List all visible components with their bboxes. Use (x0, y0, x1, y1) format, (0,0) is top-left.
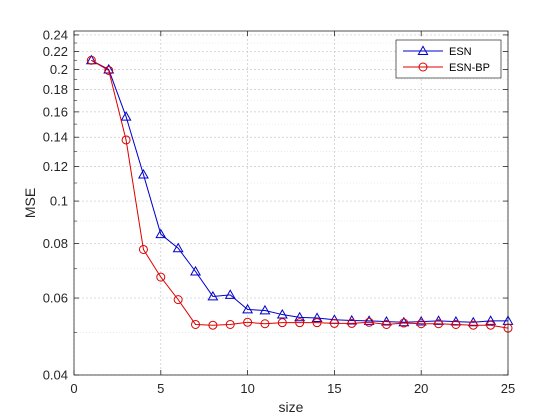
data-point-esn-bp (156, 272, 166, 282)
data-point-esn (137, 168, 149, 179)
x-tick-label: 15 (327, 381, 341, 396)
data-point-esn (363, 315, 375, 325)
data-point-esn-bp (381, 319, 391, 329)
data-point-esn-bp (364, 317, 374, 327)
y-tick-label: 0.16 (43, 104, 68, 119)
data-point-esn-bp (451, 319, 461, 329)
x-axis-label: size (279, 399, 304, 415)
data-point-esn (85, 54, 97, 65)
data-point-esn (242, 303, 254, 314)
data-point-esn (207, 290, 219, 301)
legend: ESN ESN-BP (395, 39, 502, 79)
data-point-esn (311, 312, 323, 322)
y-axis-label: MSE (22, 188, 38, 218)
data-point-esn (224, 289, 236, 299)
y-tick-label: 0.24 (43, 27, 68, 42)
data-point-esn-bp (121, 135, 131, 145)
data-point-esn (276, 308, 288, 319)
series-esn-bp (86, 55, 513, 333)
x-tick-label: 20 (414, 381, 428, 396)
data-point-esn-bp (191, 319, 201, 329)
x-tick-label: 25 (501, 381, 515, 396)
data-point-esn-bp (295, 318, 305, 328)
x-tick-label: 10 (240, 381, 254, 396)
axis-ticks: 0.04 0.06 0.08 0.1 0.12 0.14 0.16 0.18 0.2 0.22 0.… (43, 27, 516, 396)
series-line-esn-bp (91, 59, 509, 329)
data-point-esn-bp (138, 244, 148, 254)
data-point-esn (415, 315, 427, 326)
data-point-esn-bp (347, 318, 357, 328)
y-tick-label: 0.2 (50, 62, 68, 77)
series-line-esn (91, 59, 508, 323)
data-point-esn-bp (86, 55, 96, 65)
data-point-esn (259, 304, 271, 315)
y-tick-label: 0.12 (43, 159, 68, 174)
data-point-esn (155, 228, 167, 239)
data-point-esn-bp (468, 320, 478, 330)
data-point-esn-bp (329, 318, 339, 328)
data-point-esn-bp (434, 319, 444, 329)
data-point-esn-bp (225, 319, 235, 329)
legend-label-esn: ESN (449, 46, 472, 58)
data-point-esn (120, 111, 132, 121)
data-point-esn (294, 311, 306, 322)
plot-border (73, 30, 509, 376)
data-point-esn-bp (243, 317, 253, 327)
data-point-esn-bp (104, 65, 114, 75)
data-point-esn-bp (399, 318, 409, 328)
data-point-esn-bp (277, 318, 287, 328)
data-point-esn-bp (416, 319, 426, 329)
x-tick-label: 0 (70, 381, 77, 396)
plot-area (74, 31, 508, 375)
x-tick-label: 5 (157, 381, 164, 396)
legend-marker-esn-bp (418, 62, 428, 72)
legend-label-esn-bp: ESN-BP (449, 62, 490, 74)
legend-marker-esn (417, 45, 429, 55)
y-tick-label: 0.08 (43, 236, 68, 251)
y-tick-label: 0.22 (43, 44, 68, 59)
data-point-esn-bp (173, 295, 183, 305)
y-tick-label: 0.06 (43, 291, 68, 306)
y-tick-label: 0.1 (50, 194, 68, 209)
data-point-esn-bp (260, 319, 270, 329)
data-point-esn-bp (312, 318, 322, 328)
data-point-esn (485, 315, 497, 325)
data-point-esn (190, 265, 201, 276)
data-point-esn (398, 316, 410, 327)
legend-box (395, 39, 502, 79)
data-point-esn-bp (486, 320, 496, 330)
data-point-esn-bp (208, 320, 218, 330)
data-point-esn (172, 242, 184, 253)
y-tick-label: 0.18 (43, 82, 68, 97)
y-tick-label: 0.04 (43, 368, 68, 383)
y-tick-label: 0.14 (43, 130, 68, 145)
series-layer (85, 54, 514, 333)
